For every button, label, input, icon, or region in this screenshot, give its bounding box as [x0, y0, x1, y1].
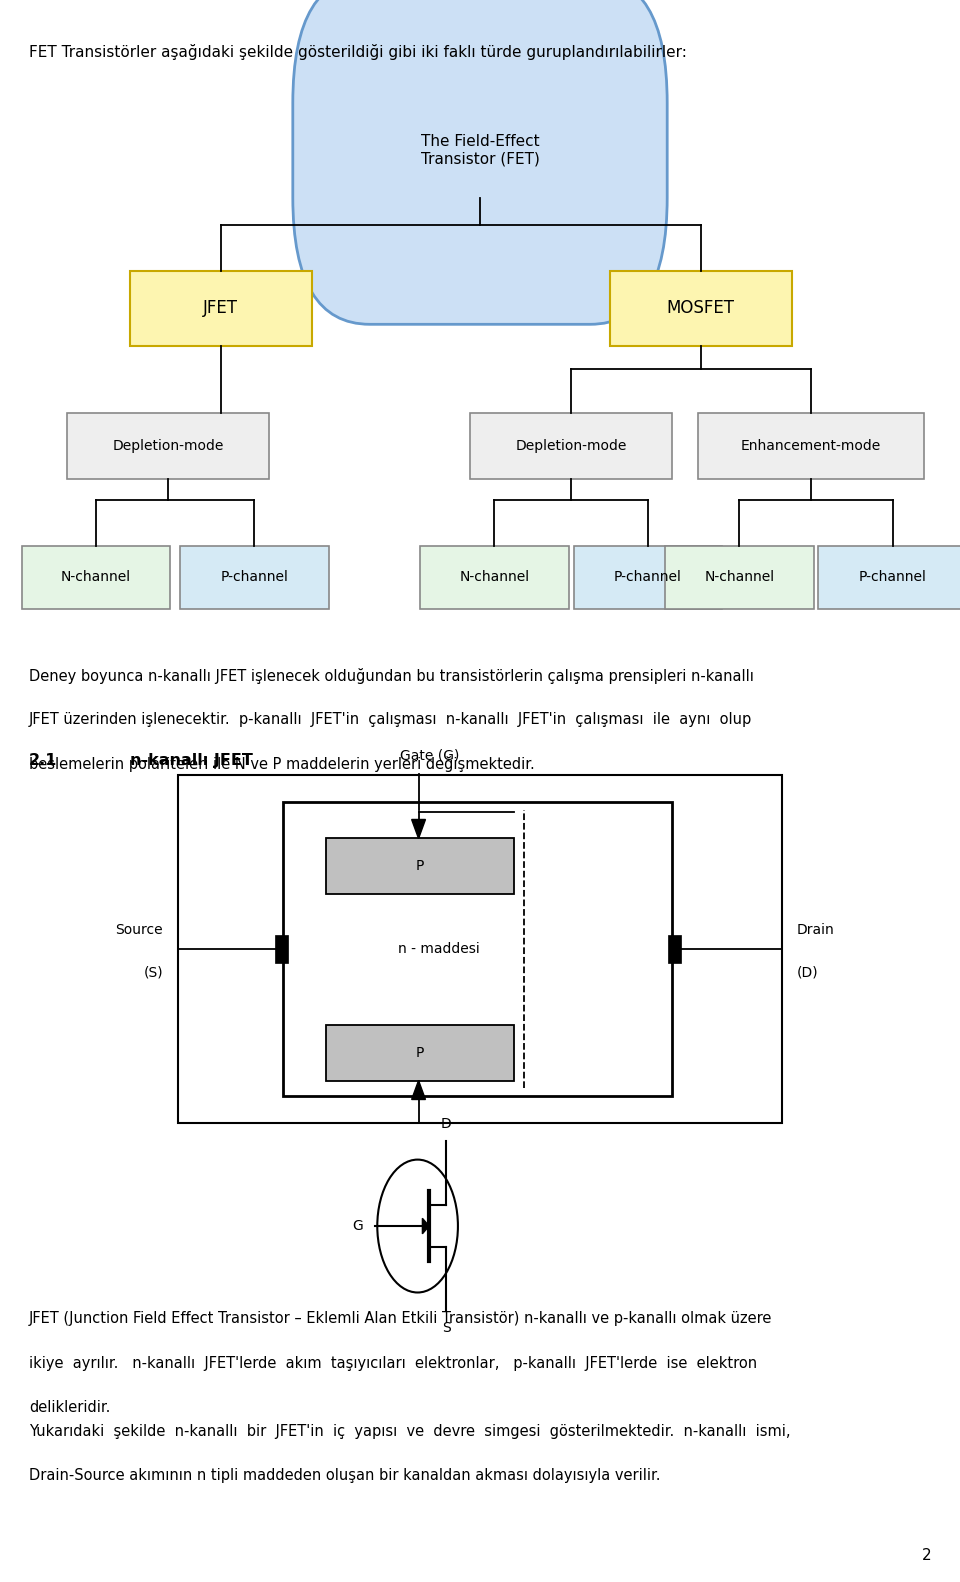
Text: D: D: [441, 1117, 452, 1131]
Text: P: P: [416, 859, 424, 873]
Bar: [178, 775, 782, 1123]
Bar: [574, 546, 723, 609]
Text: FET Transistörler aşağıdaki şekilde gösterildiği gibi iki faklı türde guruplandı: FET Transistörler aşağıdaki şekilde göst…: [29, 44, 686, 60]
Text: JFET (Junction Field Effect Transistor – Eklemli Alan Etkili Transistör) n-kanal: JFET (Junction Field Effect Transistor –…: [29, 1311, 772, 1326]
Text: Drain: Drain: [797, 922, 834, 937]
Text: Gate (G): Gate (G): [400, 748, 460, 763]
Text: n - maddesi: n - maddesi: [398, 943, 480, 956]
Bar: [326, 838, 514, 894]
Text: N-channel: N-channel: [459, 571, 530, 584]
Bar: [668, 935, 681, 963]
Text: 2.1: 2.1: [29, 753, 58, 767]
Text: P-channel: P-channel: [614, 571, 682, 584]
Text: P-channel: P-channel: [221, 571, 288, 584]
Text: JFET üzerinden işlenecektir.  p-kanallı  JFET'in  çalışması  n-kanallı  JFET'in : JFET üzerinden işlenecektir. p-kanallı J…: [29, 712, 752, 726]
Text: (D): (D): [797, 965, 819, 979]
Text: MOSFET: MOSFET: [667, 299, 734, 318]
Text: The Field-Effect
Transistor (FET): The Field-Effect Transistor (FET): [420, 134, 540, 166]
Bar: [326, 1025, 514, 1081]
Bar: [275, 935, 288, 963]
Text: Drain-Source akımının n tipli maddeden oluşan bir kanaldan akması dolayısıyla ve: Drain-Source akımının n tipli maddeden o…: [29, 1468, 660, 1482]
Bar: [818, 546, 960, 609]
Text: Source: Source: [115, 922, 163, 937]
FancyBboxPatch shape: [293, 0, 667, 324]
Text: P-channel: P-channel: [859, 571, 926, 584]
Bar: [283, 802, 672, 1096]
Text: N-channel: N-channel: [704, 571, 775, 584]
Bar: [699, 413, 924, 479]
Text: S: S: [442, 1321, 451, 1335]
Text: G: G: [352, 1220, 364, 1232]
Bar: [420, 546, 568, 609]
Text: Yukarıdaki  şekilde  n-kanallı  bir  JFET'in  iç  yapısı  ve  devre  simgesi  gö: Yukarıdaki şekilde n-kanallı bir JFET'in…: [29, 1424, 790, 1438]
Polygon shape: [412, 1081, 425, 1099]
Polygon shape: [412, 819, 425, 838]
Text: Depletion-mode: Depletion-mode: [516, 440, 627, 452]
Bar: [180, 546, 328, 609]
Polygon shape: [422, 1218, 429, 1234]
Text: 2: 2: [922, 1549, 931, 1563]
Bar: [130, 271, 312, 345]
Bar: [610, 271, 792, 345]
Text: ikiye  ayrılır.   n-kanallı  JFET'lerde  akım  taşıyıcıları  elektronlar,   p-ka: ikiye ayrılır. n-kanallı JFET'lerde akım…: [29, 1356, 756, 1370]
Text: Enhancement-mode: Enhancement-mode: [741, 440, 881, 452]
Text: Deney boyunca n-kanallı JFET işlenecek olduğundan bu transistörlerin çalışma pre: Deney boyunca n-kanallı JFET işlenecek o…: [29, 668, 754, 683]
Text: JFET: JFET: [204, 299, 238, 318]
Text: delikleridir.: delikleridir.: [29, 1400, 110, 1414]
Text: N-channel: N-channel: [60, 571, 132, 584]
Bar: [470, 413, 672, 479]
Text: beslemelerin polariteleri ile N ve P maddelerin yerleri değişmektedir.: beslemelerin polariteleri ile N ve P mad…: [29, 756, 535, 772]
Text: P: P: [416, 1046, 424, 1060]
Bar: [664, 546, 813, 609]
Bar: [67, 413, 269, 479]
Bar: [22, 546, 170, 609]
Text: n-kanallı JFET: n-kanallı JFET: [130, 753, 252, 767]
Text: Depletion-mode: Depletion-mode: [112, 440, 224, 452]
Text: (S): (S): [144, 965, 163, 979]
